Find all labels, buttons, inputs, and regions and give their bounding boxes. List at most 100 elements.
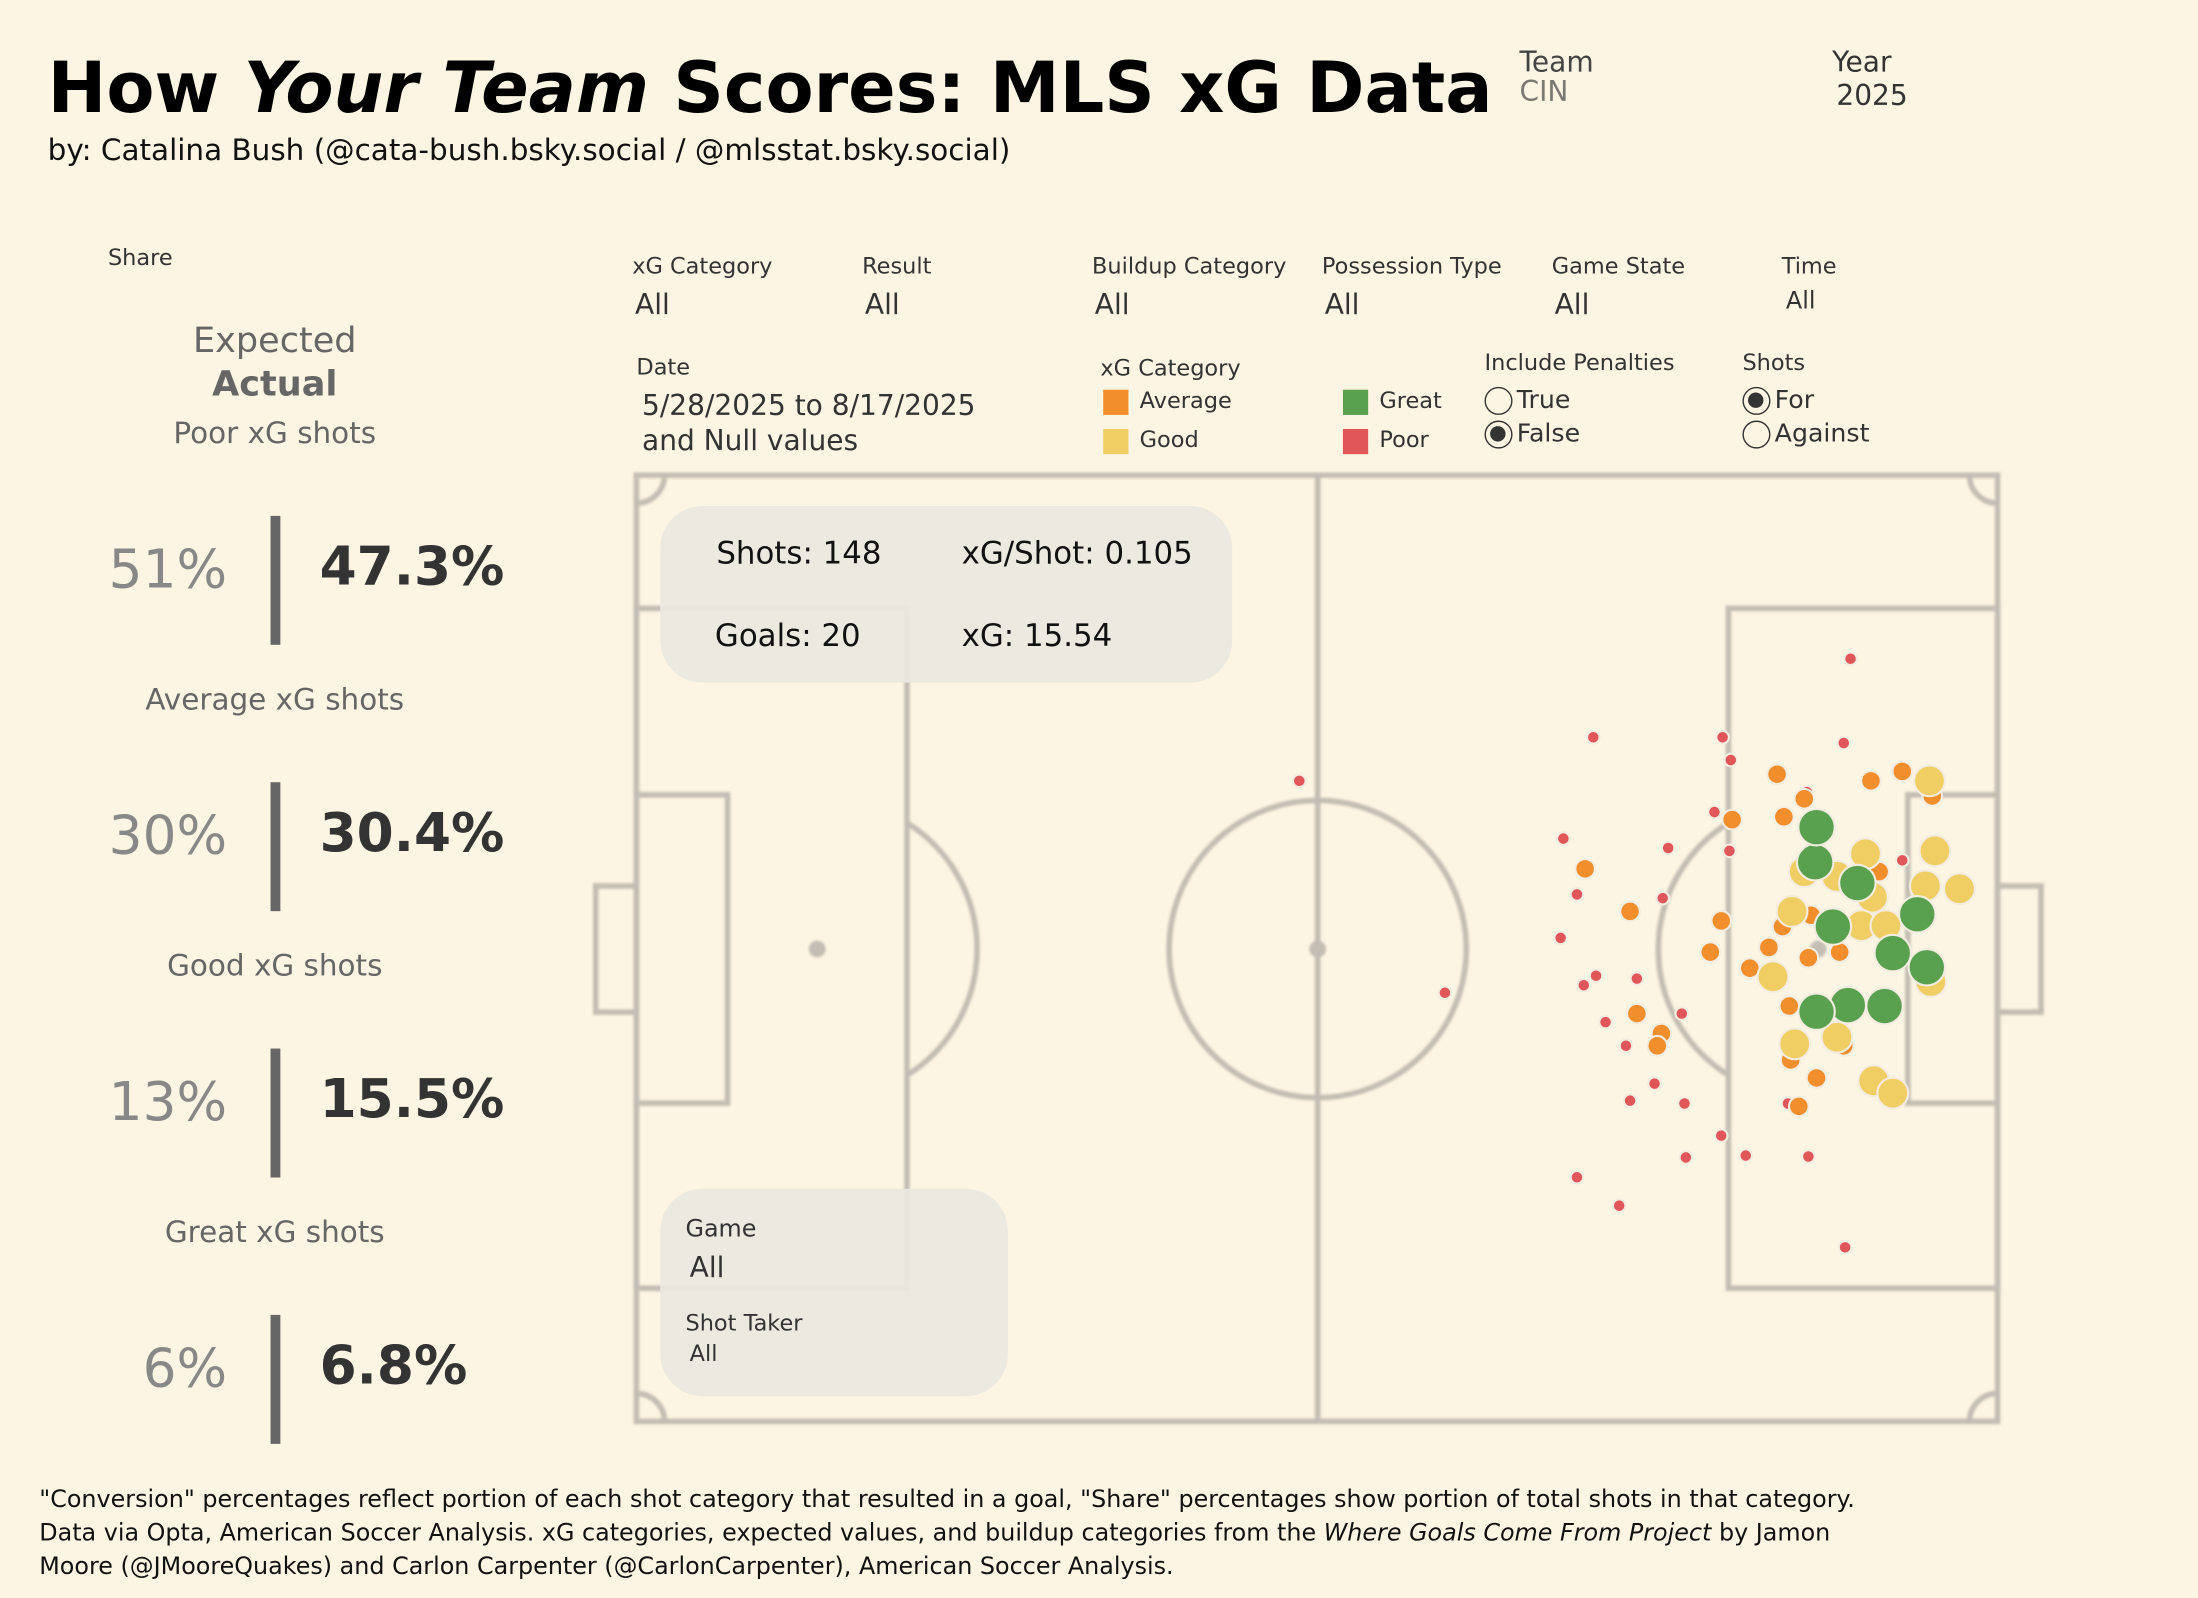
shot-point-great[interactable] (1873, 933, 1913, 973)
shot-point-poor[interactable] (1553, 930, 1568, 946)
shot-point-great[interactable] (1897, 894, 1937, 934)
shot-point-good[interactable] (1913, 764, 1946, 798)
shot-point-great[interactable] (1907, 947, 1947, 987)
shot-point-average[interactable] (1766, 763, 1788, 786)
shot-point-poor[interactable] (1843, 651, 1858, 667)
team-filter[interactable]: Team CIN (1520, 45, 1594, 108)
legend-item-good[interactable]: Good (1103, 426, 1199, 454)
shot-point-good[interactable] (1775, 894, 1809, 928)
shot-point-poor[interactable] (1677, 1096, 1692, 1111)
shot-point-average[interactable] (1773, 805, 1795, 828)
shot-point-poor[interactable] (1622, 1093, 1638, 1109)
shot-point-poor[interactable] (1707, 804, 1722, 820)
year-filter[interactable]: Year 2025 (1832, 45, 1908, 112)
shot-point-good[interactable] (1778, 1027, 1812, 1061)
shot-point-poor[interactable] (1836, 735, 1852, 751)
shot-point-average[interactable] (1860, 769, 1882, 792)
shot-point-average[interactable] (1787, 1095, 1810, 1118)
shot-point-good[interactable] (1942, 872, 1976, 906)
shot-point-poor[interactable] (1655, 890, 1671, 906)
shot-point-poor[interactable] (1738, 1148, 1754, 1163)
shot-point-poor[interactable] (1588, 968, 1604, 984)
shot-point-average[interactable] (1646, 1034, 1669, 1057)
filter-possession-type[interactable]: Possession Type All (1322, 252, 1502, 321)
game-select[interactable]: All (689, 1250, 725, 1285)
filter-game-state[interactable]: Game State All (1552, 252, 1685, 321)
shot-point-poor[interactable] (1291, 773, 1307, 789)
date-filter[interactable]: Date 5/28/2025 to 8/17/2025 and Null valu… (636, 353, 975, 458)
legend-item-great[interactable]: Great (1342, 387, 1442, 415)
shot-point-good[interactable] (1918, 834, 1952, 868)
filter-value[interactable]: All (1324, 287, 1360, 322)
shot-point-poor[interactable] (1715, 729, 1730, 745)
shot-point-great[interactable] (1797, 992, 1836, 1031)
filter-buildup-category[interactable]: Buildup Category All (1092, 252, 1286, 321)
radio-button-icon[interactable] (1484, 420, 1513, 449)
shot-point-good[interactable] (1876, 1076, 1910, 1110)
legend-item-average[interactable]: Average (1103, 387, 1232, 415)
shot-point-average[interactable] (1574, 857, 1597, 880)
radio-true[interactable]: True (1484, 385, 1570, 415)
shot-point-poor[interactable] (1555, 831, 1571, 846)
shot-point-great[interactable] (1828, 985, 1868, 1025)
shot-point-poor[interactable] (1598, 1014, 1613, 1030)
shot-point-good[interactable] (1820, 1020, 1854, 1054)
shot-point-great[interactable] (1795, 842, 1835, 882)
shot-point-average[interactable] (1619, 900, 1641, 923)
shot-point-average[interactable] (1710, 910, 1733, 932)
date-value[interactable]: 5/28/2025 to 8/17/2025 and Null values (642, 388, 975, 458)
shot-point-average[interactable] (1891, 760, 1914, 783)
shot-point-great[interactable] (1865, 986, 1904, 1026)
shot-point-poor[interactable] (1611, 1198, 1627, 1214)
shot-point-average[interactable] (1699, 941, 1722, 963)
page-title: How Your Team Scores: MLS xG Data (48, 48, 1493, 129)
shot-point-poor[interactable] (1678, 1150, 1694, 1165)
shot-point-poor[interactable] (1894, 852, 1910, 868)
shot-point-poor[interactable] (1647, 1076, 1662, 1091)
shot-point-average[interactable] (1758, 936, 1780, 959)
shot-point-average[interactable] (1793, 787, 1816, 810)
radio-false[interactable]: False (1484, 419, 1580, 449)
radio-button-icon[interactable] (1742, 420, 1771, 449)
shot-point-poor[interactable] (1674, 1006, 1690, 1021)
shot-point-poor[interactable] (1713, 1128, 1729, 1144)
shot-point-poor[interactable] (1660, 840, 1676, 856)
filter-value[interactable]: All (635, 287, 670, 322)
filter-value[interactable]: All (1554, 287, 1590, 322)
shot-point-average[interactable] (1625, 1002, 1648, 1025)
radio-button-icon[interactable] (1484, 386, 1513, 415)
shot-point-great[interactable] (1813, 907, 1853, 946)
radio-button-icon[interactable] (1742, 386, 1771, 415)
filter-time[interactable]: Time All (1782, 252, 1837, 315)
shot-point-average[interactable] (1721, 808, 1744, 831)
filter-value[interactable]: All (1785, 287, 1816, 316)
shot-taker-select[interactable]: All (689, 1340, 718, 1367)
shot-point-poor[interactable] (1723, 752, 1739, 768)
shot-point-poor[interactable] (1801, 1149, 1816, 1164)
shot-point-great[interactable] (1797, 807, 1836, 847)
shot-point-poor[interactable] (1585, 729, 1601, 745)
shot-point-poor[interactable] (1837, 1239, 1853, 1255)
filter-value[interactable]: All (1094, 287, 1130, 322)
shot-point-poor[interactable] (1569, 1169, 1585, 1185)
legend-swatch (1103, 428, 1129, 454)
radio-for[interactable]: For (1742, 385, 1814, 415)
shot-point-poor[interactable] (1569, 887, 1585, 902)
shot-point-poor[interactable] (1629, 971, 1645, 986)
shot-point-average[interactable] (1797, 946, 1820, 969)
team-value[interactable]: CIN (1519, 74, 1569, 108)
radio-against[interactable]: Against (1742, 419, 1869, 449)
shot-point-average[interactable] (1805, 1067, 1828, 1089)
shot-point-poor[interactable] (1722, 843, 1737, 859)
shot-point-poor[interactable] (1618, 1038, 1634, 1054)
shot-point-great[interactable] (1838, 863, 1877, 903)
filter-xg-category[interactable]: xG Category All (632, 252, 772, 321)
year-value[interactable]: 2025 (1836, 78, 1908, 113)
shot-point-good[interactable] (1756, 960, 1790, 994)
shot-point-poor[interactable] (1437, 985, 1453, 1001)
filter-result[interactable]: Result All (862, 252, 931, 321)
filter-value[interactable]: All (864, 287, 900, 322)
shot-point-average[interactable] (1778, 995, 1801, 1017)
shot-point-poor[interactable] (1576, 977, 1592, 993)
legend-item-poor[interactable]: Poor (1342, 426, 1429, 454)
